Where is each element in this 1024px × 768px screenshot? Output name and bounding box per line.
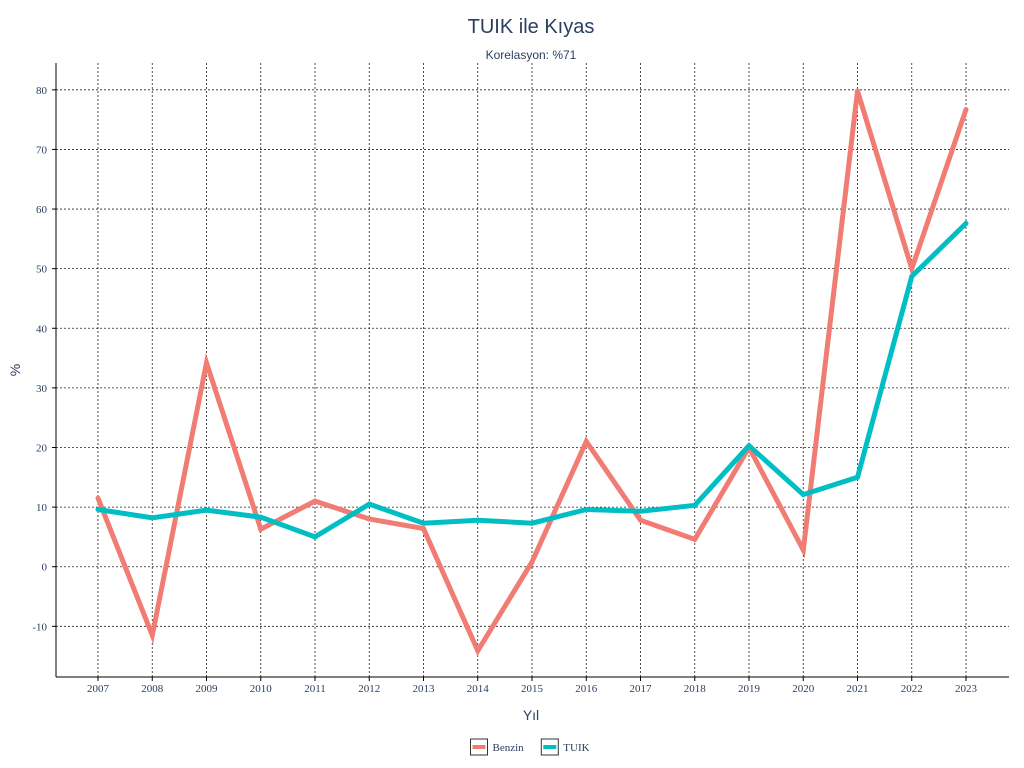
data-point-benzin (95, 495, 101, 501)
data-point-benzin (312, 498, 318, 504)
data-point-tuik (421, 520, 426, 526)
y-axis-title: % (7, 364, 23, 376)
data-point-tuik (746, 443, 752, 449)
data-point-tuik (638, 508, 643, 514)
data-point-tuik (583, 506, 589, 512)
data-point-benzin (855, 88, 860, 94)
data-point-tuik (909, 273, 915, 279)
data-point-benzin (963, 106, 969, 112)
legend-label-benzin: Benzin (493, 742, 525, 754)
grid-lines (56, 63, 1009, 677)
series-lines (95, 88, 969, 657)
legend-label-tuik: TUIK (563, 742, 589, 754)
data-point-benzin (638, 517, 643, 523)
x-tick-label: 2015 (521, 683, 544, 695)
x-tick-label: 2008 (141, 683, 164, 695)
data-point-benzin (204, 360, 209, 366)
y-tick-label: 10 (36, 502, 48, 514)
data-point-benzin (475, 648, 481, 654)
x-tick-label: 2022 (901, 683, 923, 695)
x-tick-label: 2018 (684, 683, 707, 695)
legend-item-benzin: Benzin (470, 738, 525, 756)
chart-subtitle: Korelasyon: %71 (486, 48, 577, 62)
y-tick-label: 0 (42, 562, 48, 574)
x-tick-label: 2014 (467, 683, 490, 695)
x-tick-label: 2019 (738, 683, 761, 695)
y-tick-label: 70 (36, 144, 48, 156)
data-point-tuik (204, 507, 209, 513)
y-axis-tick-labels: -10 0 10 20 30 40 50 60 70 80 (32, 85, 47, 634)
data-point-tuik (692, 502, 698, 508)
x-tick-label: 2023 (955, 683, 978, 695)
y-tick-label: 30 (36, 383, 48, 395)
data-point-tuik (366, 501, 372, 507)
x-tick-label: 2012 (358, 683, 380, 695)
data-point-tuik (95, 506, 101, 512)
data-point-tuik (475, 517, 481, 523)
x-tick-label: 2011 (304, 683, 326, 695)
x-axis-title: Yıl (523, 707, 539, 723)
x-tick-label: 2009 (196, 683, 219, 695)
x-tick-label: 2016 (575, 683, 598, 695)
data-point-benzin (529, 559, 535, 565)
chart-title: TUIK ile Kıyas (468, 16, 595, 38)
data-point-benzin (366, 516, 372, 522)
legend: Benzin TUIK (470, 738, 590, 756)
data-point-benzin (583, 439, 589, 445)
data-point-tuik (529, 520, 535, 526)
y-tick-label: 40 (36, 323, 48, 335)
data-point-benzin (421, 526, 426, 532)
data-point-benzin (258, 526, 264, 532)
data-point-tuik (855, 474, 860, 480)
data-point-benzin (692, 536, 698, 542)
data-point-benzin (800, 547, 806, 553)
y-tick-label: 80 (36, 85, 48, 97)
y-tick-label: -10 (32, 621, 47, 633)
x-tick-label: 2007 (87, 683, 110, 695)
y-tick-label: 20 (36, 442, 48, 454)
data-point-tuik (258, 514, 264, 520)
legend-item-tuik: TUIK (540, 738, 590, 756)
data-point-tuik (312, 534, 318, 540)
data-point-benzin (909, 266, 915, 272)
x-tick-label: 2020 (792, 683, 815, 695)
x-axis-tick-labels: 2007 2008 2009 2010 2011 2012 2013 2014 2015 2016… (87, 683, 978, 695)
x-tick-label: 2017 (630, 683, 653, 695)
data-point-tuik (963, 220, 969, 226)
data-point-tuik (149, 515, 155, 521)
axes (52, 63, 1009, 681)
x-tick-label: 2013 (413, 683, 436, 695)
data-point-benzin (149, 632, 155, 638)
data-point-tuik (800, 492, 806, 498)
y-tick-label: 60 (36, 204, 48, 216)
x-tick-label: 2010 (250, 683, 273, 695)
x-tick-label: 2021 (847, 683, 869, 695)
y-tick-label: 50 (36, 264, 48, 276)
